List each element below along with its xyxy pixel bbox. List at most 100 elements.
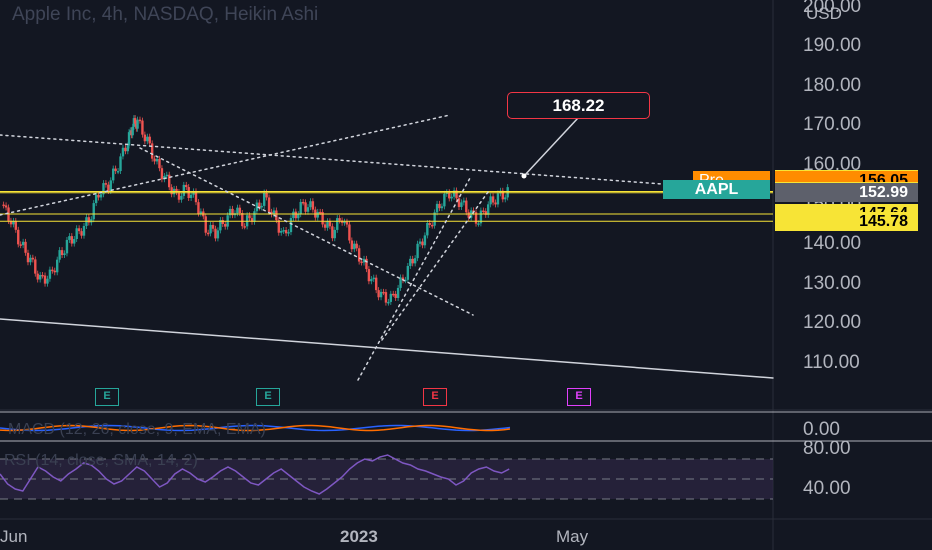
candle [474, 212, 478, 224]
candle [348, 224, 351, 241]
candle [267, 197, 271, 212]
candle [494, 202, 497, 205]
candle [53, 270, 56, 273]
candle [216, 230, 220, 239]
price-label: 152.99 [775, 183, 918, 203]
candle [284, 230, 288, 234]
candle [109, 180, 112, 191]
candle [133, 118, 137, 124]
candle [318, 211, 322, 214]
candle [487, 204, 490, 215]
rsi-label: RSI (14, close, SMA, 14, 2) [4, 452, 198, 469]
candle [435, 203, 439, 213]
candle [206, 232, 210, 235]
price-tick: 120.00 [803, 312, 862, 334]
candle [426, 223, 429, 236]
candle [60, 250, 64, 256]
candle [489, 196, 492, 205]
candle [321, 212, 324, 225]
candle [56, 259, 59, 273]
candle [287, 232, 290, 234]
candle [504, 197, 507, 200]
candle [362, 258, 366, 263]
candle [282, 230, 285, 232]
candle [46, 278, 49, 284]
price-tick: 140.00 [803, 233, 862, 255]
candle [245, 215, 249, 227]
candle [421, 241, 424, 246]
candle [243, 226, 246, 228]
candle [374, 277, 378, 291]
candle [255, 202, 259, 212]
candle [299, 201, 302, 215]
channel-line [381, 191, 489, 341]
candle [165, 174, 168, 177]
candle [250, 218, 254, 222]
candle [343, 221, 346, 224]
price-tick: 130.00 [803, 272, 862, 294]
earnings-marker[interactable]: E [256, 388, 280, 406]
candle [194, 191, 198, 203]
candle [94, 194, 98, 204]
candle [384, 292, 388, 303]
candle [58, 250, 61, 260]
candle [126, 145, 130, 152]
rsi-line [0, 454, 510, 495]
candle [136, 119, 139, 129]
candle [170, 187, 173, 195]
candle [112, 168, 115, 181]
candle [248, 215, 251, 219]
candle [331, 226, 334, 239]
candle [87, 217, 91, 223]
candle [297, 214, 300, 219]
x-tick-jun: Jun [0, 527, 28, 546]
candle [438, 203, 441, 209]
candle [19, 244, 22, 246]
candle [221, 220, 224, 225]
candle [163, 176, 166, 180]
candle [26, 252, 30, 263]
candle [367, 269, 371, 282]
candle [9, 220, 13, 225]
candle [265, 192, 268, 198]
candle [107, 184, 110, 191]
macd-label: MACD (12, 26, close, 9, EMA, EMA) [8, 421, 266, 438]
candle [448, 192, 451, 199]
rsi-tick: 40.00 [803, 478, 851, 499]
candle [4, 205, 8, 208]
candle [131, 126, 134, 136]
candle [150, 143, 154, 159]
earnings-marker[interactable]: E [567, 388, 591, 406]
candle [345, 221, 349, 225]
earnings-marker[interactable]: E [95, 388, 119, 406]
candle [430, 224, 434, 227]
candle [328, 221, 332, 227]
candle [289, 218, 293, 233]
candle [382, 291, 385, 294]
candle [467, 212, 470, 218]
candle [399, 277, 402, 288]
candle [301, 201, 305, 204]
currency-label: USD [806, 4, 842, 23]
candle [392, 293, 395, 296]
candle [477, 223, 480, 225]
candle [501, 190, 505, 200]
earnings-marker[interactable]: E [423, 388, 447, 406]
candle [158, 158, 161, 169]
candle [236, 207, 239, 214]
candle [309, 201, 312, 208]
candle [443, 193, 446, 207]
candle [63, 253, 66, 256]
candle [129, 130, 132, 133]
candle [253, 211, 256, 222]
candle [77, 228, 81, 232]
candle [2, 204, 5, 207]
candle [119, 156, 122, 172]
candle [228, 208, 232, 216]
candle [121, 147, 125, 157]
candle [406, 265, 410, 280]
candle [155, 158, 159, 162]
target-callout[interactable]: 168.22 [507, 92, 650, 119]
